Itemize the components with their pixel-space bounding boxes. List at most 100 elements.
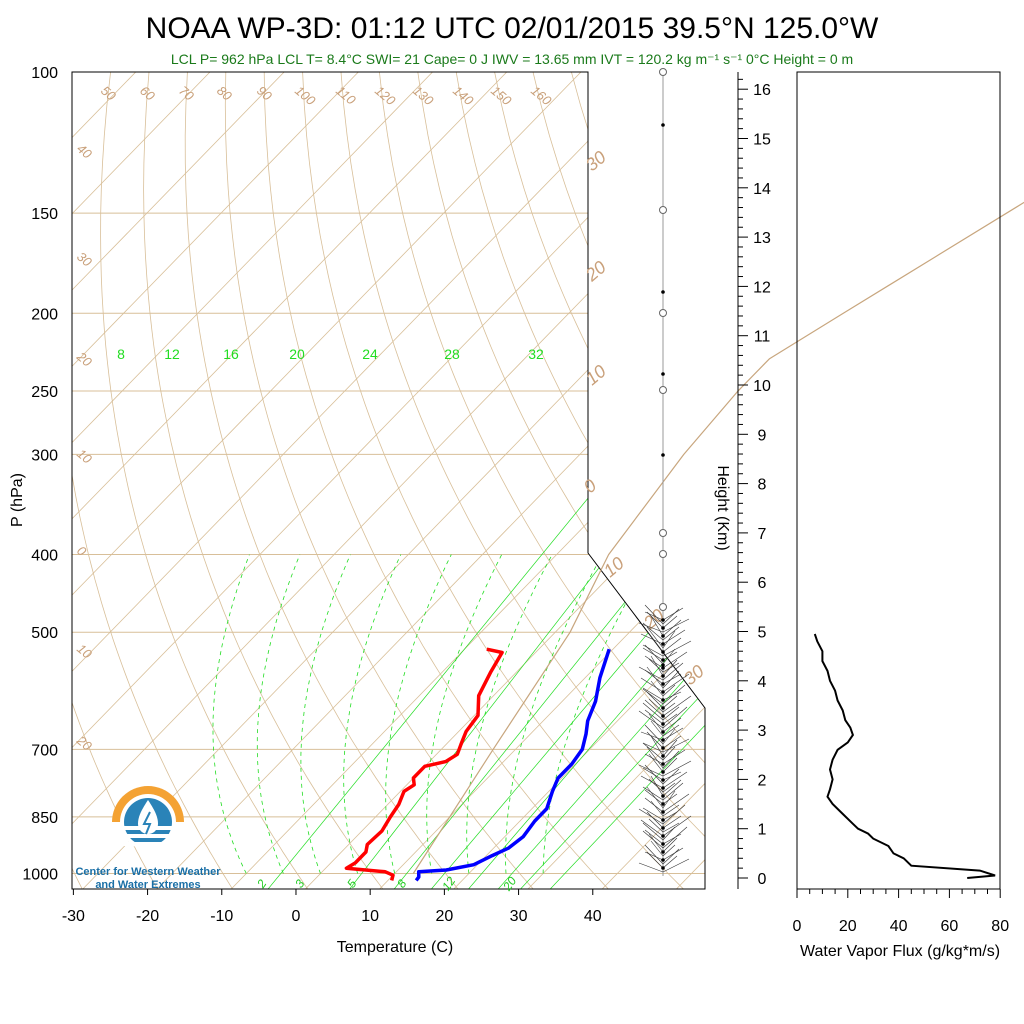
wind-barb [662, 847, 684, 861]
wind-barb [662, 608, 680, 625]
wind-dot [661, 372, 665, 376]
wind-calm-marker [659, 309, 667, 317]
wind-calm-marker [659, 206, 667, 214]
wind-barb [646, 626, 664, 649]
wind-dot [661, 663, 665, 667]
wind-barb [662, 684, 686, 705]
isotherm-line [72, 72, 656, 889]
x-tick-label: -20 [136, 908, 159, 925]
y-tick-label: 1000 [22, 867, 58, 884]
wind-dot [661, 818, 665, 822]
height-tick-label: 5 [758, 625, 767, 642]
dry-adiabat-label: 20 [581, 257, 610, 286]
wind-barb [662, 651, 688, 669]
wind-barb [662, 662, 680, 673]
dry-adiabat-label: 40 [74, 141, 95, 162]
dry-adiabat-label: 140 [450, 83, 477, 109]
dry-adiabat [956, 72, 1024, 891]
wind-barb [642, 622, 664, 641]
wind-calm-marker [659, 529, 667, 537]
wind-barb [662, 804, 686, 825]
height-tick-label: 13 [753, 230, 771, 247]
wind-barb [662, 673, 682, 685]
y-axis-label: P (hPa) [9, 473, 26, 527]
dry-adiabat-label: 120 [372, 83, 399, 109]
wind-barb [662, 750, 680, 769]
wind-barb [650, 775, 664, 797]
chart-title: NOAA WP-3D: 01:12 UTC 02/01/2015 39.5°N … [146, 12, 879, 45]
dry-adiabat [532, 72, 705, 889]
wind-barb [662, 757, 678, 773]
mixing-ratio-label: 12 [164, 346, 180, 362]
wind-barbs [638, 604, 692, 873]
wind-barb [662, 648, 676, 665]
wind-barb [646, 611, 664, 629]
height-tick-label: 14 [753, 181, 771, 198]
wind-barb [662, 717, 682, 733]
dry-adiabat-label: 10 [74, 446, 95, 467]
dry-adiabat [224, 72, 535, 889]
x-tick-label: -10 [210, 908, 233, 925]
height-tick-label: 2 [758, 772, 767, 789]
wind-barb [646, 811, 664, 829]
wind-barb [662, 771, 688, 789]
wind-dot [661, 722, 665, 726]
wind-barb [662, 826, 688, 849]
wind-dot [661, 826, 665, 830]
dry-adiabat [571, 72, 705, 889]
wind-barb [662, 822, 680, 833]
cw3e-logo: Center for Western Weather and Water Ext… [75, 786, 221, 891]
y-tick-label: 300 [31, 447, 58, 464]
wind-barb [644, 644, 664, 665]
mixing-ratio-line [548, 361, 705, 889]
y-tick-label: 200 [31, 306, 58, 323]
wind-barb [662, 790, 676, 809]
mixing-ratio-label: 8 [394, 877, 409, 891]
wind-barb [662, 815, 682, 829]
wind-barb [662, 637, 682, 653]
wind-dot [661, 746, 665, 750]
wind-barb [662, 858, 690, 873]
dry-adiabat-label: 100 [292, 83, 319, 109]
wind-barb [644, 709, 664, 725]
dry-adiabat [802, 72, 1024, 891]
wind-barb [662, 768, 680, 785]
wind-dot [661, 762, 665, 766]
wind-barb [638, 622, 664, 633]
wind-dot [661, 842, 665, 846]
wind-barb [662, 640, 692, 657]
isotherm-line [72, 72, 582, 889]
wind-dot [661, 642, 665, 646]
wind-dot [661, 850, 665, 854]
dry-adiabat [379, 72, 705, 889]
mixing-ratio-label: 28 [444, 346, 460, 362]
wind-barb [662, 670, 680, 689]
wind-barb [642, 767, 664, 781]
wind-barb [642, 687, 664, 701]
flux-x-tick-label: 80 [991, 918, 1009, 935]
height-tick-label: 3 [758, 723, 767, 740]
moist-adiabat [542, 554, 654, 874]
wind-barb [646, 666, 664, 689]
dry-adiabat [302, 72, 686, 889]
dry-adiabat [455, 72, 705, 889]
y-tick-label: 250 [31, 384, 58, 401]
wind-barb [662, 727, 684, 741]
moist-adiabat [212, 554, 250, 874]
wind-barb [650, 800, 664, 817]
dry-adiabat-label: 110 [333, 83, 359, 108]
dry-adiabat [917, 72, 1024, 891]
isotherm-line [72, 72, 211, 889]
water-drop-sun-icon [112, 786, 184, 850]
wind-barb [646, 731, 664, 749]
wind-barb [662, 618, 690, 633]
parcel-series-line [412, 201, 1024, 874]
wind-barb [662, 735, 682, 749]
wind-dot [661, 858, 665, 862]
wind-barb [644, 724, 664, 745]
wind-barb [638, 710, 664, 729]
dry-adiabat-label: 20 [73, 348, 95, 370]
mixing-ratio-label: 16 [223, 346, 239, 362]
